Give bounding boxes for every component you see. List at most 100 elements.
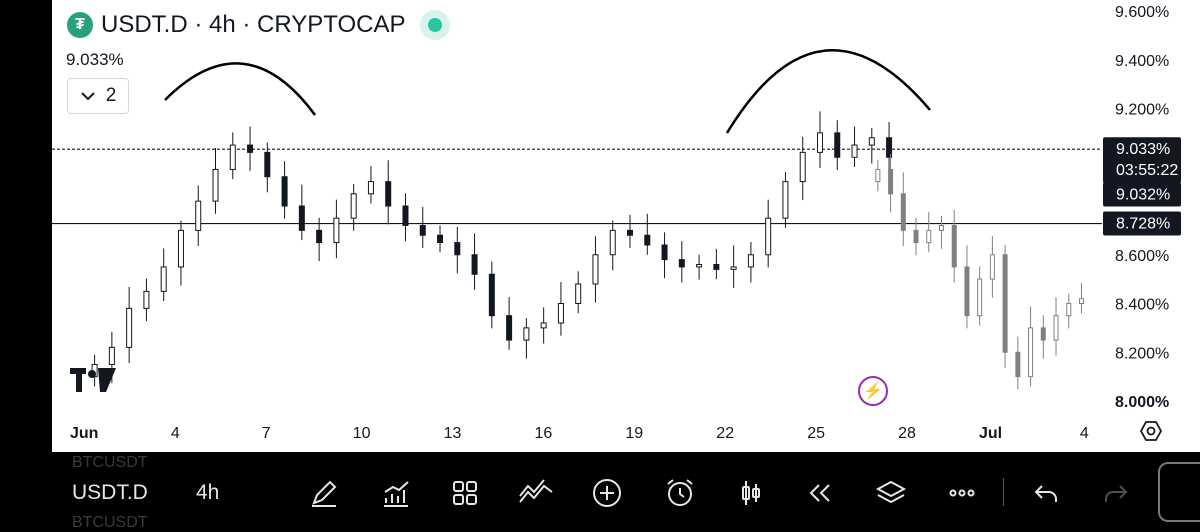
candles-icon[interactable] — [733, 475, 769, 511]
time-tick-label: 4 — [171, 425, 180, 442]
alarm-icon[interactable] — [662, 475, 698, 511]
chart-header: ₮ USDT.D · 4h · CRYPTOCAP — [67, 10, 450, 40]
candle — [799, 151, 806, 183]
tether-logo-icon: ₮ — [67, 12, 93, 38]
countdown-label: 03:55:22 — [1116, 162, 1178, 179]
crosshair-price-label: 9.032% — [1116, 187, 1170, 204]
toolbar-separator — [1003, 478, 1004, 506]
indicator-count: 2 — [105, 85, 117, 106]
candle — [644, 234, 651, 246]
time-tick-label: 25 — [807, 425, 825, 442]
candle — [385, 181, 392, 207]
projection-candle — [913, 229, 919, 244]
projection-candle — [1002, 254, 1008, 353]
pencil-icon[interactable] — [306, 475, 342, 511]
chart-area[interactable]: 9.600% 9.400% 9.200% 8.600% 8.400% 8.200% 8.00… — [52, 0, 1200, 452]
candle — [730, 266, 737, 270]
candle — [678, 259, 685, 268]
toolbar-symbol[interactable]: USDT.D — [72, 481, 148, 504]
fullscreen-corner-icon[interactable] — [1158, 462, 1200, 522]
ghost-symbol-lower: BTCUSDT — [72, 514, 148, 531]
toolbar-interval[interactable]: 4h — [196, 481, 220, 504]
plus-circle-icon[interactable] — [589, 475, 625, 511]
candle — [816, 132, 823, 153]
candle — [367, 181, 374, 195]
price-tick-label: 8.000% — [1115, 394, 1169, 411]
candle — [264, 151, 271, 178]
candle — [229, 144, 236, 170]
candle — [471, 254, 478, 275]
projection-candle — [977, 278, 983, 317]
chevron-down-icon — [80, 85, 96, 107]
projection-candle — [1078, 298, 1084, 304]
settings-icon[interactable] — [1139, 420, 1163, 448]
symbol-title[interactable]: USDT.D · 4h · CRYPTOCAP — [101, 11, 406, 38]
price-tick-label: 8.200% — [1115, 345, 1169, 362]
time-tick-label: 28 — [898, 425, 916, 442]
candle — [247, 144, 254, 153]
layers-icon[interactable] — [873, 475, 909, 511]
time-tick-label: Jul — [979, 425, 1002, 442]
candle — [316, 229, 323, 244]
projection-candle — [989, 254, 995, 280]
candle — [402, 205, 409, 226]
candle — [212, 168, 219, 202]
chart-canvas[interactable]: 9.600% 9.400% 9.200% 8.600% 8.400% 8.200% 8.00… — [52, 0, 1200, 452]
time-tick-label: 16 — [535, 425, 553, 442]
candle — [298, 205, 305, 231]
ghost-symbol: BTCUSDT — [72, 454, 148, 471]
candle — [506, 315, 513, 341]
candle — [696, 264, 703, 268]
redo-icon[interactable] — [1098, 475, 1134, 511]
candle — [108, 346, 115, 365]
candle — [160, 266, 167, 292]
projection-candle — [1028, 327, 1034, 378]
price-tick-label: 9.200% — [1115, 102, 1169, 119]
candle — [350, 193, 357, 219]
time-tick-label: 13 — [444, 425, 462, 442]
time-tick-label: 10 — [353, 425, 371, 442]
projection-candle — [964, 266, 970, 317]
rewind-icon[interactable] — [802, 475, 838, 511]
candle — [195, 200, 202, 231]
more-icon[interactable] — [944, 475, 980, 511]
projection-candle — [900, 193, 906, 231]
crosshair-price-label-box — [1103, 182, 1181, 207]
projection-candle — [1015, 351, 1021, 378]
projection-candle — [1040, 327, 1046, 341]
candle — [575, 283, 582, 304]
candle — [454, 242, 461, 256]
price-tick-label: 8.400% — [1115, 297, 1169, 314]
candle — [126, 307, 133, 348]
candle — [609, 229, 616, 256]
indicators-toggle-button[interactable]: 2 — [67, 78, 129, 114]
price-tick-label: 9.400% — [1115, 53, 1169, 70]
price-tick-label: 8.600% — [1115, 248, 1169, 265]
candle — [419, 225, 426, 236]
candle — [765, 217, 772, 256]
level-price-label-box — [1103, 211, 1181, 236]
candle — [437, 234, 444, 244]
grid-icon[interactable] — [447, 475, 483, 511]
undo-icon[interactable] — [1028, 475, 1064, 511]
projection-candle — [888, 168, 894, 195]
last-price-label-box — [1103, 137, 1181, 184]
level-price-label: 8.728% — [1116, 216, 1170, 233]
candle — [557, 303, 564, 324]
time-tick-label: 19 — [625, 425, 643, 442]
bar-chart-icon[interactable] — [378, 475, 414, 511]
candle — [333, 217, 340, 244]
candle — [523, 327, 530, 341]
trend-icon[interactable] — [518, 475, 554, 511]
arc-annotation-left — [164, 62, 317, 116]
projection-candle — [938, 225, 944, 231]
time-tick-label: 4 — [1080, 425, 1089, 442]
candle — [592, 254, 599, 285]
time-tick-label: Jun — [70, 425, 98, 442]
candle — [627, 229, 634, 236]
candle — [488, 273, 495, 317]
flash-icon[interactable]: ⚡ — [858, 376, 888, 406]
time-tick-label: 7 — [262, 425, 271, 442]
market-status-icon[interactable] — [419, 10, 450, 40]
time-tick-label: 22 — [716, 425, 734, 442]
